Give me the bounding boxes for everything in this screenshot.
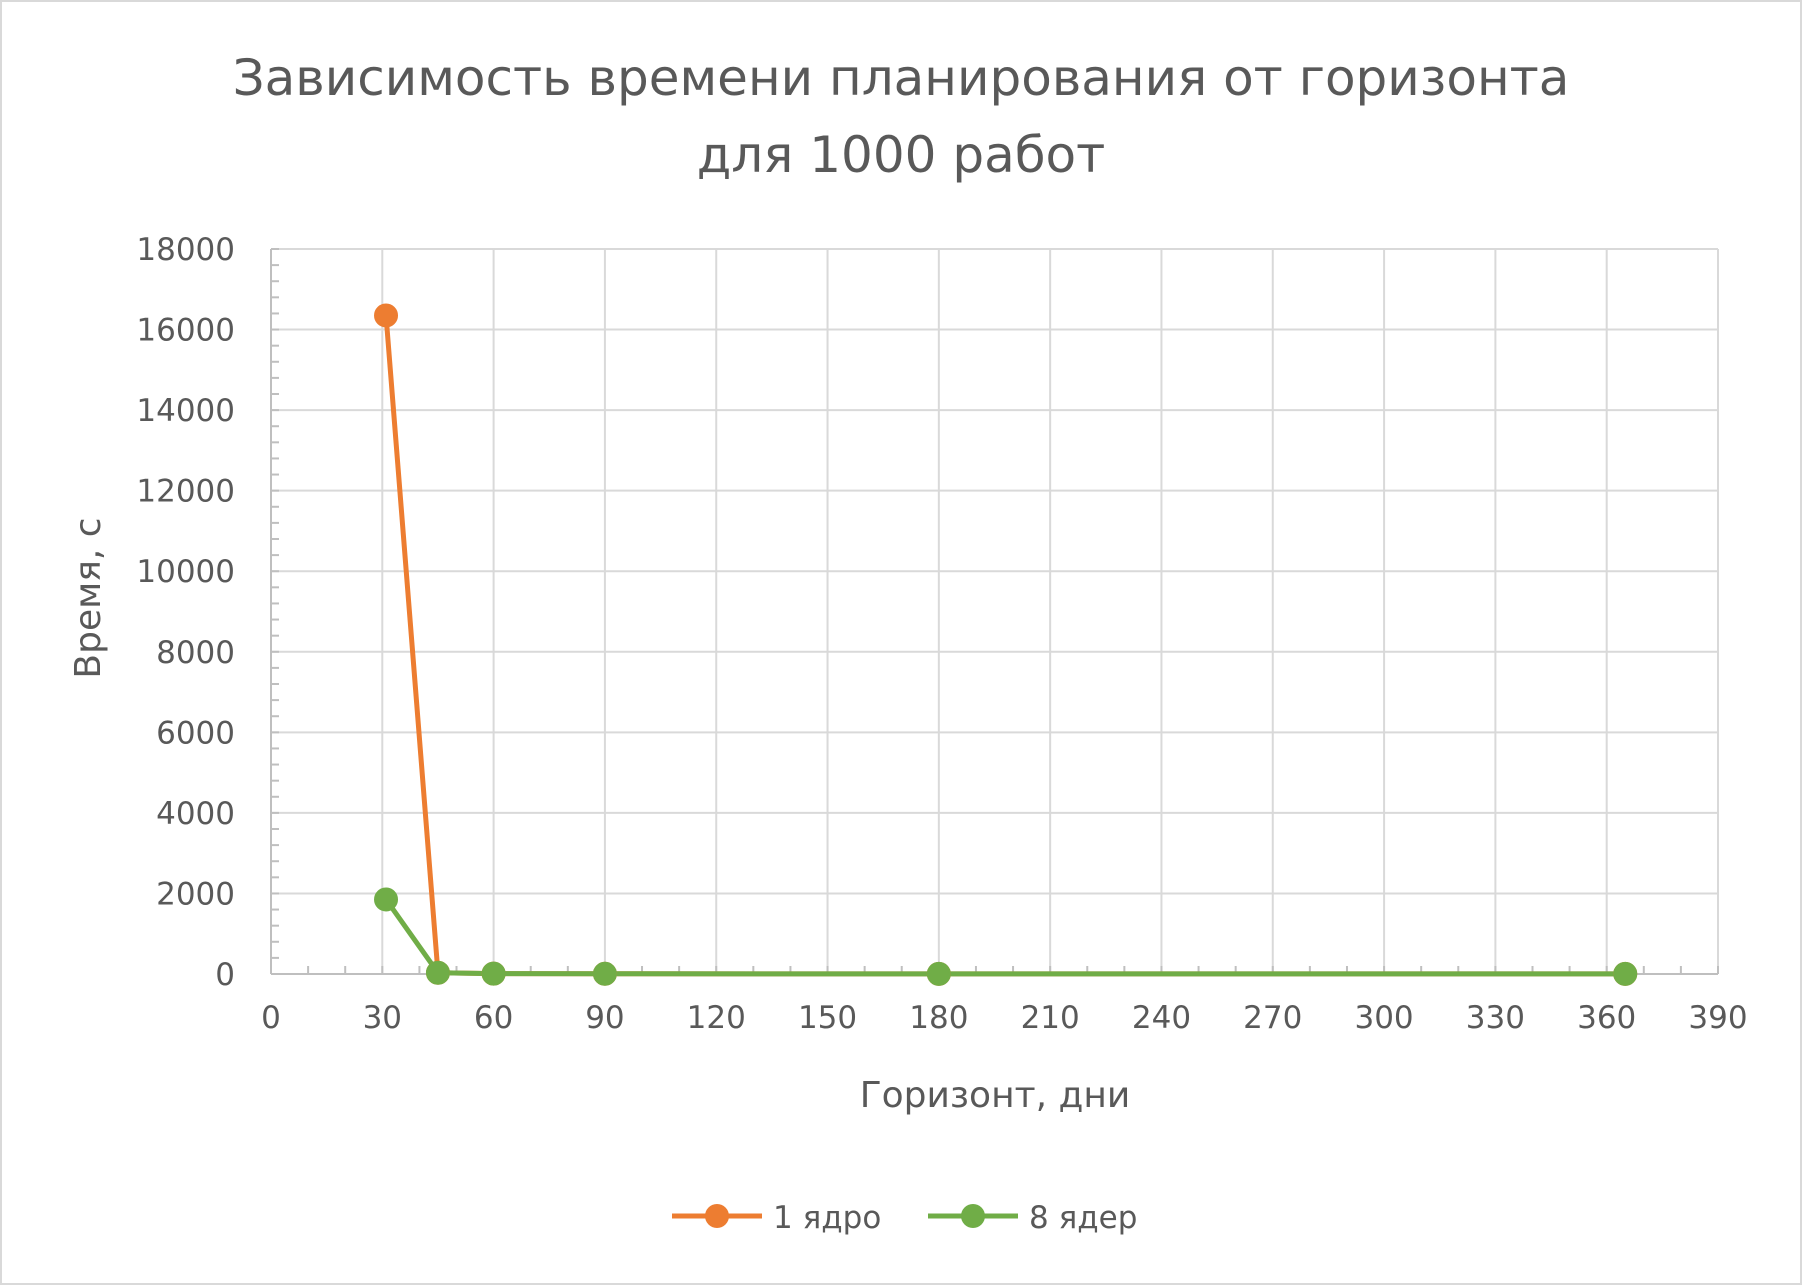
series-1-point-1 (374, 303, 399, 328)
y-tick-label-3: 6000 (156, 715, 235, 751)
series-2-point-4 (592, 961, 617, 986)
chart-title-line-2: для 1000 работ (697, 126, 1106, 184)
x-tick-label-8: 240 (1132, 1000, 1191, 1036)
y-tick-label-6: 12000 (136, 474, 235, 510)
series (374, 303, 1638, 986)
series-2-point-1 (374, 887, 399, 912)
x-tick-label-10: 300 (1354, 1000, 1413, 1036)
legend-entry-1: 1 ядро (672, 1200, 881, 1236)
legend-marker-2 (961, 1204, 985, 1228)
x-tick-label-7: 210 (1021, 1000, 1080, 1036)
legend-entry-2: 8 ядер (928, 1200, 1137, 1236)
y-tick-label-1: 2000 (156, 876, 235, 912)
x-tick-label-12: 360 (1577, 1000, 1636, 1036)
legend: 1 ядро 8 ядер (672, 1200, 1137, 1236)
y-tick-label-8: 16000 (136, 313, 235, 349)
y-tick-label-4: 8000 (156, 635, 235, 671)
y-tick-label-2: 4000 (156, 796, 235, 832)
chart-title-line-1: Зависимость времени планирования от гори… (233, 49, 1570, 107)
x-axis-label: Горизонт, дни (860, 1075, 1131, 1116)
x-tick-label-5: 150 (798, 1000, 857, 1036)
y-axis-label: Время, с (68, 517, 109, 678)
tick-labels: 0 2000 4000 6000 8000 10000 12000 14000 16000 180… (136, 232, 1747, 1036)
y-tick-label-9: 18000 (136, 232, 235, 268)
series-2-point-5 (926, 961, 951, 986)
x-tick-label-1: 30 (363, 1000, 402, 1036)
x-tick-label-3: 90 (585, 1000, 624, 1036)
y-tick-label-7: 14000 (136, 393, 235, 429)
y-tick-label-0: 0 (215, 957, 235, 993)
series-2-point-6 (1613, 961, 1638, 986)
legend-label-1: 1 ядро (773, 1200, 881, 1236)
y-tick-label-5: 10000 (136, 554, 235, 590)
series-2-point-2 (425, 960, 450, 985)
x-tick-label-4: 120 (687, 1000, 746, 1036)
x-tick-label-2: 60 (474, 1000, 513, 1036)
x-tick-label-13: 390 (1688, 1000, 1747, 1036)
legend-label-2: 8 ядер (1029, 1200, 1137, 1236)
series-2-point-3 (481, 961, 506, 986)
x-tick-label-0: 0 (261, 1000, 281, 1036)
legend-marker-1 (705, 1204, 729, 1228)
x-tick-label-9: 270 (1243, 1000, 1302, 1036)
x-tick-label-6: 180 (909, 1000, 968, 1036)
series-line-2 (383, 898, 1626, 977)
x-tick-label-11: 330 (1466, 1000, 1525, 1036)
grid (271, 248, 1719, 974)
